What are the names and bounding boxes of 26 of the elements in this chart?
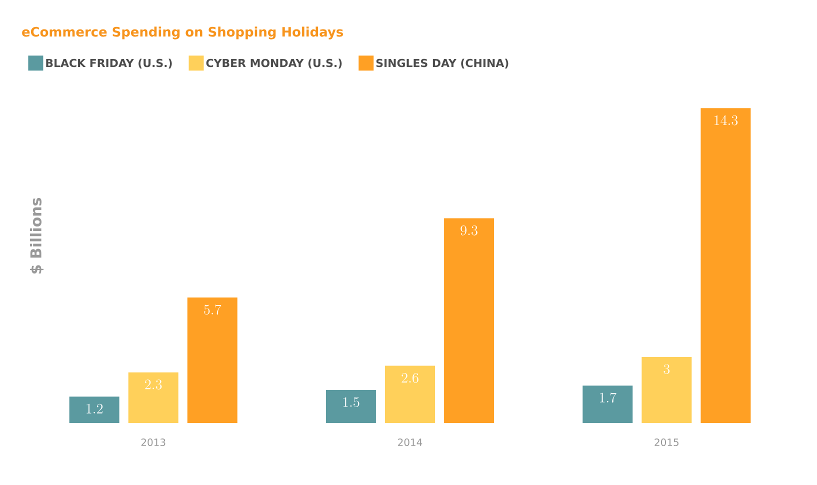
legend-label: SINGLES DAY (CHINA) (376, 58, 508, 68)
bar (187, 298, 238, 423)
data-label: 14.3 (714, 115, 738, 126)
x-tick-label: 2014 (398, 438, 422, 446)
bar (128, 372, 178, 423)
legend-label: CYBER MONDAY (U.S.) (206, 58, 342, 68)
legend-label: BLACK FRIDAY (U.S.) (46, 58, 172, 68)
x-tick-label: 2013 (141, 438, 166, 446)
data-label: 2.3 (145, 380, 162, 390)
data-label: 2.6 (402, 372, 418, 383)
chart-title: eCommerce Spending on Shopping Holidays (22, 26, 343, 40)
data-label: 3 (664, 364, 670, 374)
bar (444, 218, 494, 423)
data-label: 9.3 (460, 225, 478, 236)
data-label: 5.7 (204, 304, 222, 315)
y-axis-title: $ Billions (30, 198, 44, 274)
data-label: 1 .2 (86, 404, 103, 414)
bar (385, 366, 436, 423)
bar (700, 108, 751, 423)
data-label: 1 .5 (343, 397, 360, 408)
data-label: 1 .7 (600, 392, 616, 403)
bar (582, 386, 633, 423)
bar (326, 390, 376, 423)
bar (642, 356, 692, 423)
bar (69, 396, 120, 423)
x-tick-label: 2015 (654, 438, 678, 446)
